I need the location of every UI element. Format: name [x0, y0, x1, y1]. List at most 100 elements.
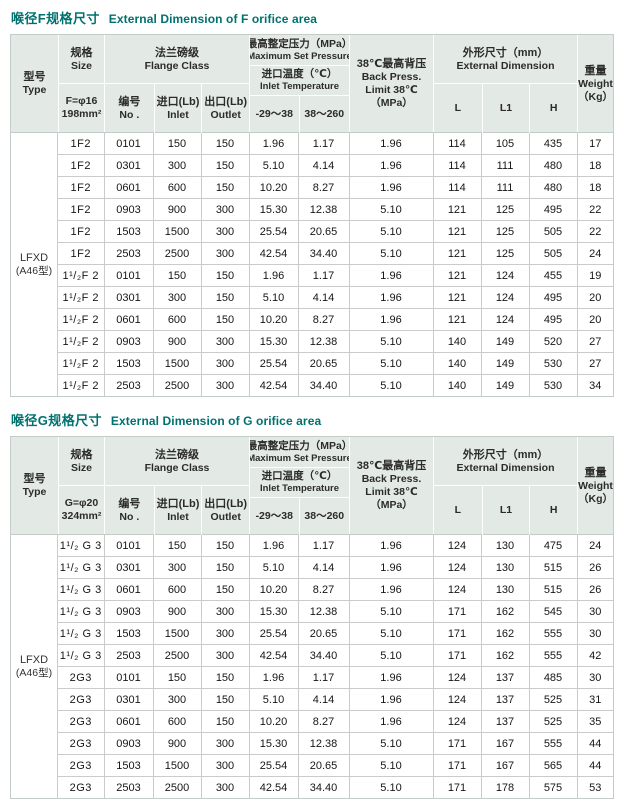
header-weight-en: Weight	[578, 479, 613, 492]
model-cell-f: LFXD (A46型)	[11, 133, 58, 396]
table-cell: 124	[432, 710, 482, 733]
table-cell: 121	[432, 220, 482, 243]
table-cell: 149	[480, 374, 530, 397]
table-cell: 1F2	[57, 154, 105, 177]
table-cell: 525	[528, 688, 578, 711]
table-cell: 15.30	[248, 198, 299, 221]
table-cell: 25.54	[248, 754, 299, 777]
table-cell: 140	[432, 330, 482, 353]
header-col-L-label: L	[454, 102, 462, 114]
table-cell: 1F2	[57, 198, 105, 221]
table-cell: 1¹/₂F 2	[57, 264, 105, 287]
table-cell: 53	[576, 776, 614, 799]
model-name: LFXD	[19, 654, 49, 666]
header-inlet-temp: 进口温度（℃） Inlet Temperature	[250, 467, 349, 497]
header-max-set-zh: 最高整定压力（MPa）	[250, 37, 349, 50]
table-cell: 34	[576, 374, 614, 397]
header-col-H-label: H	[549, 102, 558, 114]
table-cell: 2500	[152, 374, 202, 397]
table-cell: 300	[200, 776, 250, 799]
table-cell: 125	[480, 198, 530, 221]
table-cell: 0301	[103, 154, 154, 177]
table-cell: 121	[432, 286, 482, 309]
table-cell: 1¹/₂F 2	[57, 330, 105, 353]
table-cell: 5.10	[348, 776, 434, 799]
table-cell: 31	[576, 688, 614, 711]
table-cell: 1.96	[348, 176, 434, 199]
header-size-spec-1: G=φ20	[64, 497, 99, 509]
table-cell: 495	[528, 286, 578, 309]
table-cell: 140	[432, 374, 482, 397]
header-back-press-en1: Back Press.	[361, 71, 422, 83]
table-cell: 150	[200, 556, 250, 579]
table-cell: 18	[576, 176, 614, 199]
table-cell: 5.10	[248, 688, 299, 711]
table-cell: 455	[528, 264, 578, 287]
table-cell: 505	[528, 220, 578, 243]
header-size-spec-1: F=φ16	[65, 95, 98, 107]
table-cell: 525	[528, 710, 578, 733]
table-cell: 12.38	[297, 600, 350, 623]
table-cell: 130	[480, 578, 530, 601]
header-inlet-en: Inlet	[167, 109, 189, 121]
header-flange-class: 法兰磅级 Flange Class	[105, 437, 249, 485]
header-temp-range-1-label: -29～38	[255, 510, 293, 522]
table-cell: 130	[480, 556, 530, 579]
header-flange-en: Flange Class	[144, 59, 210, 72]
header-max-set-pressure: 最高整定压力（MPa） Maximum Set Pressure	[250, 437, 349, 467]
table-cell: 44	[576, 754, 614, 777]
header-weight: 重量 Weight （Kg）	[577, 437, 613, 534]
header-ext-dim-zh: 外形尺寸（mm）	[462, 448, 549, 461]
header-type: 型号 Type	[11, 35, 58, 132]
table-row: 1F2 0301 300 150 5.10 4.14 1.96 114 111 480 18	[57, 154, 614, 177]
data-rows-f: 1F2 0101 150 150 1.96 1.17 1.96 114 105 435 17 1F2 0…	[57, 132, 614, 397]
table-cell: 4.14	[297, 556, 350, 579]
table-cell: 1¹/₂F 2	[57, 308, 105, 331]
table-cell: 900	[152, 198, 202, 221]
table-row: 1¹/₂F 2 0903 900 300 15.30 12.38 5.10 140 149 520…	[57, 330, 614, 353]
table-cell: 24	[576, 534, 614, 557]
table-cell: 515	[528, 556, 578, 579]
table-cell: 0101	[103, 666, 154, 689]
header-flange-en: Flange Class	[144, 461, 210, 474]
table-cell: 150	[200, 578, 250, 601]
table-cell: 2503	[103, 644, 154, 667]
table-cell: 300	[200, 754, 250, 777]
table-cell: 150	[200, 710, 250, 733]
table-cell: 22	[576, 198, 614, 221]
header-inlet-zh: 进口(Lb)	[156, 498, 200, 510]
table-cell: 900	[152, 732, 202, 755]
table-cell: 20.65	[297, 754, 350, 777]
table-cell: 1.96	[348, 308, 434, 331]
table-cell: 121	[432, 308, 482, 331]
table-row: 1¹/₂F 2 0101 150 150 1.96 1.17 1.96 121 124 455 19	[57, 264, 614, 287]
table-cell: 1.96	[348, 534, 434, 557]
table-cell: 121	[432, 242, 482, 265]
model-type: (A46型)	[15, 265, 53, 277]
header-temp-range-1: -29～38	[250, 96, 299, 133]
table-cell: 150	[152, 666, 202, 689]
table-cell: 30	[576, 600, 614, 623]
table-cell: 515	[528, 578, 578, 601]
table-row: 1¹/₂F 2 2503 2500 300 42.54 34.40 5.10 140 149 53…	[57, 374, 614, 397]
header-inlet: 进口(Lb) Inlet	[153, 486, 202, 535]
table-cell: 480	[528, 154, 578, 177]
table-cell: 1.96	[348, 264, 434, 287]
table-cell: 2G3	[57, 754, 105, 777]
header-col-L1-label: L1	[499, 102, 513, 114]
model-name: LFXD	[19, 252, 49, 264]
table-cell: 0903	[103, 330, 154, 353]
table-cell: 1.17	[297, 534, 350, 557]
model-cell-g: LFXD (A46型)	[11, 535, 58, 798]
table-cell: 42.54	[248, 374, 299, 397]
table-cell: 1F2	[57, 220, 105, 243]
header-flange-sub: 编号 No . 进口(Lb) Inlet 出口(Lb) Outlet	[105, 83, 249, 133]
header-pressure-group: 最高整定压力（MPa） Maximum Set Pressure 进口温度（℃）…	[249, 35, 349, 133]
table-header-g: 型号 Type 规格 Size G=φ20 324mm² 法兰磅级	[11, 437, 613, 535]
table-cell: 162	[480, 622, 530, 645]
header-col-L1-label: L1	[499, 504, 513, 516]
table-cell: 2G3	[57, 732, 105, 755]
table-cell: 8.27	[297, 176, 350, 199]
table-cell: 25.54	[248, 352, 299, 375]
table-cell: 30	[576, 622, 614, 645]
